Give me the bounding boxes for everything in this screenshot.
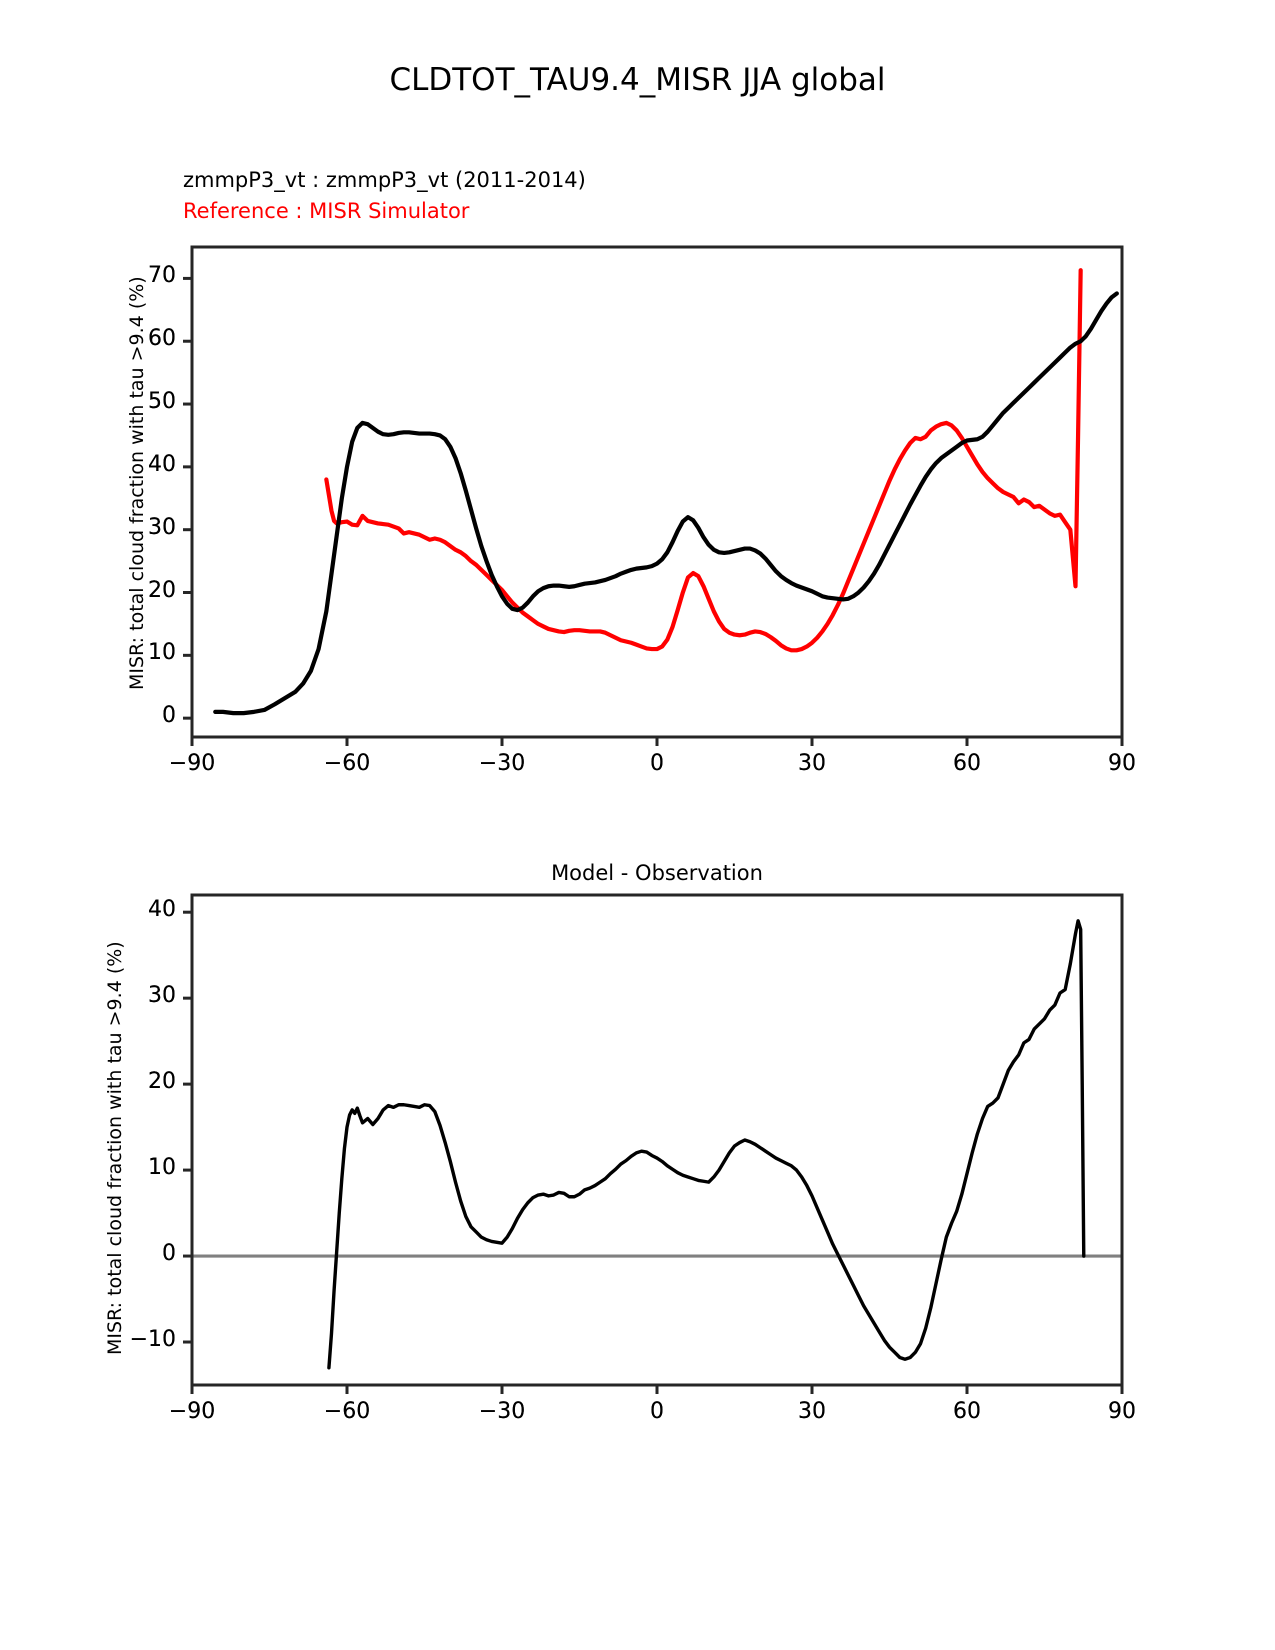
y-tick-label: 10 xyxy=(66,1155,176,1180)
x-tick-label: −90 xyxy=(137,1399,247,1424)
x-tick-label: 60 xyxy=(912,751,1022,776)
x-tick-label: −90 xyxy=(137,751,247,776)
x-tick-label: −60 xyxy=(292,1399,402,1424)
y-tick-label: 60 xyxy=(66,326,176,351)
y-tick-label: 30 xyxy=(66,515,176,540)
x-tick-label: −30 xyxy=(447,1399,557,1424)
y-tick-label: 20 xyxy=(66,578,176,603)
legend-entry-reference: Reference : MISR Simulator xyxy=(183,196,586,227)
y-tick-label: 40 xyxy=(66,897,176,922)
y-tick-label: 20 xyxy=(66,1069,176,1094)
figure-title: CLDTOT_TAU9.4_MISR JJA global xyxy=(0,62,1275,98)
bottom-panel-title: Model - Observation xyxy=(192,861,1122,885)
y-tick-label: 50 xyxy=(66,389,176,414)
x-tick-label: 60 xyxy=(912,1399,1022,1424)
legend-entry-model: zmmpP3_vt : zmmpP3_vt (2011-2014) xyxy=(183,165,586,196)
x-tick-label: −30 xyxy=(447,751,557,776)
x-tick-label: 0 xyxy=(602,1399,712,1424)
x-tick-label: 30 xyxy=(757,1399,867,1424)
bottom-plot-area xyxy=(192,895,1122,1385)
top-plot-area xyxy=(192,247,1122,737)
x-tick-label: 30 xyxy=(757,751,867,776)
y-tick-label: 0 xyxy=(66,1241,176,1266)
top-panel xyxy=(192,247,1122,737)
x-tick-label: 0 xyxy=(602,751,712,776)
x-tick-label: 90 xyxy=(1067,1399,1177,1424)
bottom-panel xyxy=(192,895,1122,1385)
legend: zmmpP3_vt : zmmpP3_vt (2011-2014) Refere… xyxy=(183,165,586,227)
y-tick-label: 10 xyxy=(66,640,176,665)
y-tick-label: −10 xyxy=(66,1327,176,1352)
figure-canvas: CLDTOT_TAU9.4_MISR JJA global zmmpP3_vt … xyxy=(0,0,1275,1650)
y-tick-label: 40 xyxy=(66,452,176,477)
x-tick-label: −60 xyxy=(292,751,402,776)
y-tick-label: 0 xyxy=(66,703,176,728)
top-plot-background xyxy=(192,247,1122,737)
y-tick-label: 70 xyxy=(66,263,176,288)
y-tick-label: 30 xyxy=(66,983,176,1008)
x-tick-label: 90 xyxy=(1067,751,1177,776)
